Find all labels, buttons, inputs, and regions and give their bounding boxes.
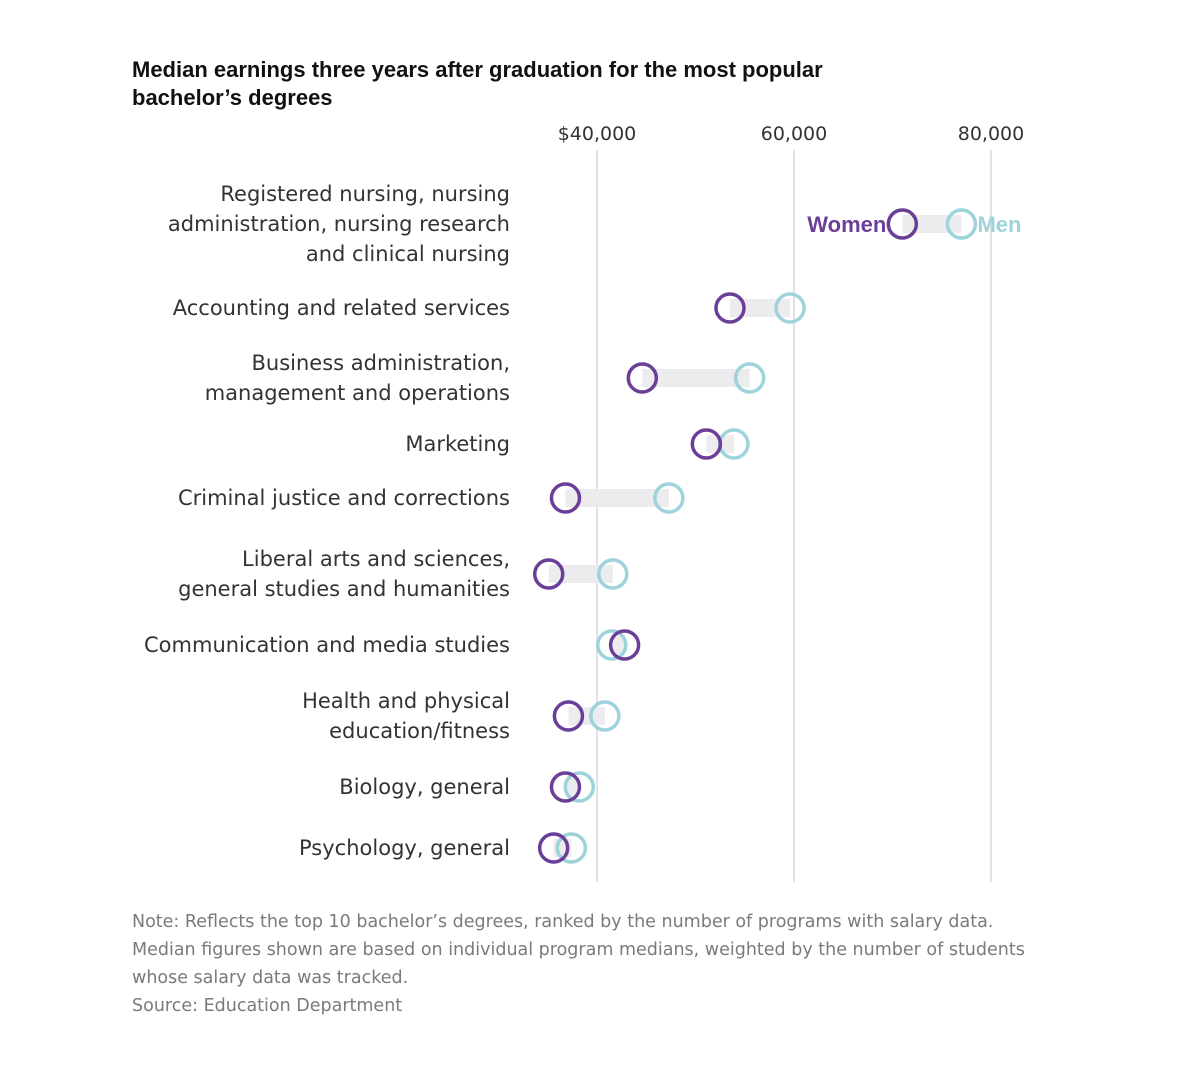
chart-title: Median earnings three years after gradua…: [132, 57, 823, 110]
category-label-line: management and operations: [205, 381, 510, 405]
row-1: [714, 292, 806, 324]
men-point: [563, 771, 596, 803]
women-point: [532, 558, 565, 590]
category-label-5: Liberal arts and sciences, general studie…: [178, 547, 510, 601]
category-label-line: Liberal arts and sciences,: [242, 547, 510, 571]
x-tick-label-1: 60,000: [761, 123, 827, 145]
row-8: [549, 771, 596, 803]
row-9: [537, 832, 588, 864]
men-point: [589, 700, 621, 732]
women-point: [608, 629, 641, 661]
category-label-3: Marketing: [405, 432, 510, 456]
x-tick-label-2: 80,000: [958, 123, 1024, 145]
category-label-1: Accounting and related services: [173, 296, 510, 320]
men-point: [596, 629, 628, 661]
row-4: [549, 482, 685, 514]
row-5: [532, 558, 629, 590]
category-label-line: Marketing: [405, 432, 510, 456]
dumbbell-chart: $40,000 60,000 80,000 Women Men Registered …: [144, 123, 1025, 882]
category-label-2: Business administration, management and o…: [205, 351, 510, 405]
category-label-line: general studies and humanities: [178, 577, 510, 601]
category-label-8: Biology, general: [339, 775, 510, 799]
row-2: [626, 362, 766, 394]
men-point: [555, 832, 588, 864]
men-point: [653, 482, 685, 514]
men-point: [945, 208, 978, 240]
row-0: Women Men: [807, 208, 1021, 240]
row-3: [690, 428, 750, 460]
note-line-3: whose salary data was tracked.: [132, 968, 409, 988]
category-labels: Registered nursing, nursing administratio…: [144, 182, 510, 860]
legend-men: Men: [977, 212, 1021, 237]
gridlines: [596, 150, 992, 882]
category-label-line: and clinical nursing: [306, 242, 510, 266]
category-label-6: Communication and media studies: [144, 633, 510, 657]
women-point: [690, 428, 723, 460]
chart-note: Note: Reflects the top 10 bachelor’s deg…: [132, 908, 1092, 1020]
women-point: [549, 482, 582, 514]
women-point: [626, 362, 659, 394]
men-point: [733, 362, 766, 394]
women-point: [714, 292, 746, 324]
men-point: [597, 558, 629, 590]
category-label-line: Business administration,: [252, 351, 511, 375]
category-label-line: Registered nursing, nursing: [220, 182, 510, 206]
x-tick-label-0: $40,000: [558, 123, 637, 145]
category-label-line: Biology, general: [339, 775, 510, 799]
source-line: Source: Education Department: [132, 996, 403, 1016]
category-label-line: education/fitness: [329, 719, 510, 743]
category-label-line: Psychology, general: [299, 836, 510, 860]
category-label-4: Criminal justice and corrections: [178, 486, 510, 510]
category-label-line: Communication and media studies: [144, 633, 510, 657]
chart-rows: Women Men: [532, 208, 1021, 864]
note-line-2: Median figures shown are based on indivi…: [132, 940, 1025, 960]
category-label-line: Accounting and related services: [173, 296, 510, 320]
category-label-9: Psychology, general: [299, 836, 510, 860]
category-label-7: Health and physical education/fitness: [302, 689, 510, 743]
row-7: [552, 700, 621, 732]
women-point: [552, 700, 585, 732]
women-point: [549, 771, 582, 803]
women-point: [537, 832, 570, 864]
category-label-line: administration, nursing research: [168, 212, 510, 236]
category-label-line: Health and physical: [302, 689, 510, 713]
category-label-line: Criminal justice and corrections: [178, 486, 510, 510]
men-point: [774, 292, 806, 324]
row-6: [596, 629, 641, 661]
note-line-1: Note: Reflects the top 10 bachelor’s deg…: [132, 912, 994, 932]
legend-women: Women: [807, 212, 886, 237]
women-point: [886, 208, 919, 240]
x-axis-ticks: $40,000 60,000 80,000: [558, 123, 1025, 145]
category-label-0: Registered nursing, nursing administratio…: [168, 182, 510, 266]
